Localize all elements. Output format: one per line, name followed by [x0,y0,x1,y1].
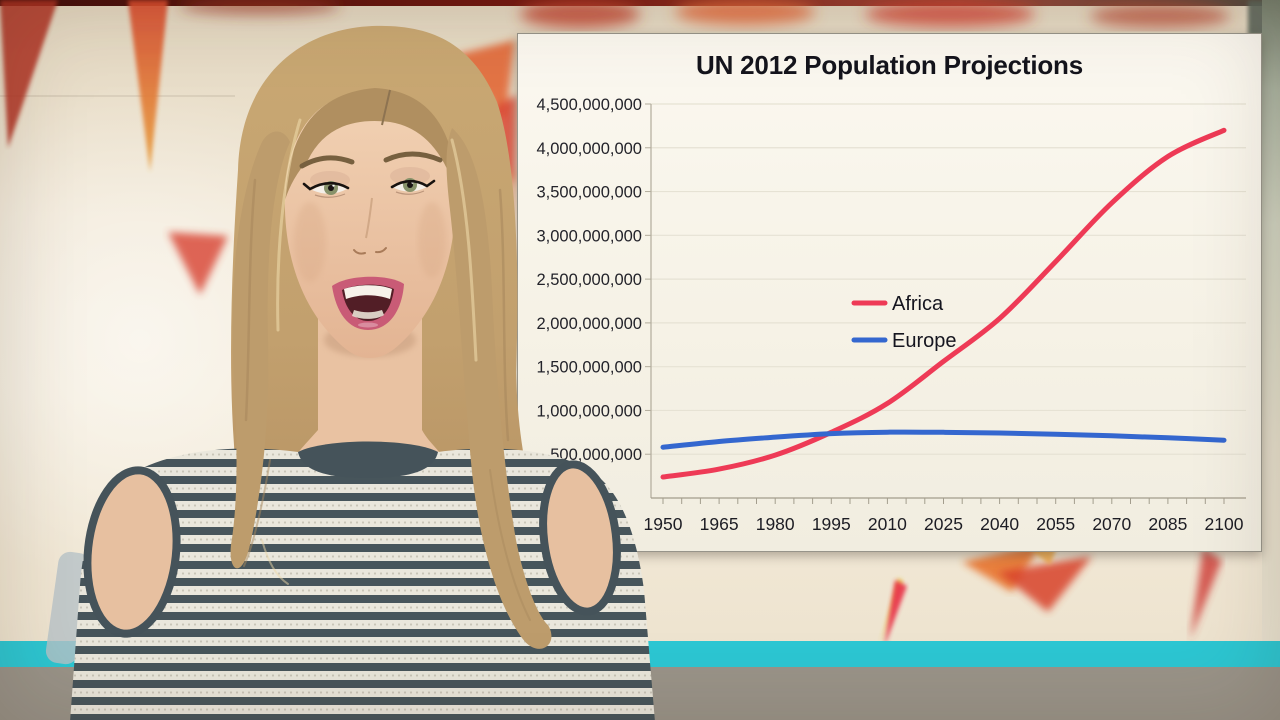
chart-title: UN 2012 Population Projections [696,50,1083,80]
y-axis-label: 3,500,000,000 [536,184,642,202]
y-axis-label: 1,500,000,000 [536,359,642,377]
africa-line [660,127,1227,480]
teal-stripe [0,641,1280,667]
x-axis-label: 2085 [1148,514,1187,534]
wall-edge-strip [1262,0,1280,641]
population-line-chart: 4,500,000,000 4,000,000,000 3,500,000,000 3… [536,96,1246,534]
y-axis-label: 2,000,000,000 [536,315,642,333]
x-axis-label: 2010 [868,514,907,534]
legend-label-europe: Europe [892,330,957,352]
x-axis-label: 2070 [1092,514,1131,534]
x-axis-label: 2040 [980,514,1019,534]
y-axis-label: 3,000,000,000 [536,227,642,245]
y-axis-label: 4,000,000,000 [536,140,642,158]
x-axis-label: 1965 [700,514,739,534]
x-axis-label: 1980 [756,514,795,534]
legend-label-africa: Africa [892,293,944,315]
y-axis-label: 500,000,000 [550,446,642,464]
y-axis-label: 4,500,000,000 [536,96,642,114]
x-axis-label: 2025 [924,514,963,534]
y-axis-label: 1,000,000,000 [536,402,642,420]
chart-slide: UN 2012 Population Projections 4,500,000… [517,33,1262,552]
x-axis-label: 2055 [1036,514,1075,534]
europe-line [660,429,1227,450]
x-axis-label: 1950 [644,514,683,534]
floor [0,667,1280,720]
x-axis-label: 1995 [812,514,851,534]
y-axis-label: 2,500,000,000 [536,271,642,289]
x-axis-label: 2100 [1205,514,1244,534]
